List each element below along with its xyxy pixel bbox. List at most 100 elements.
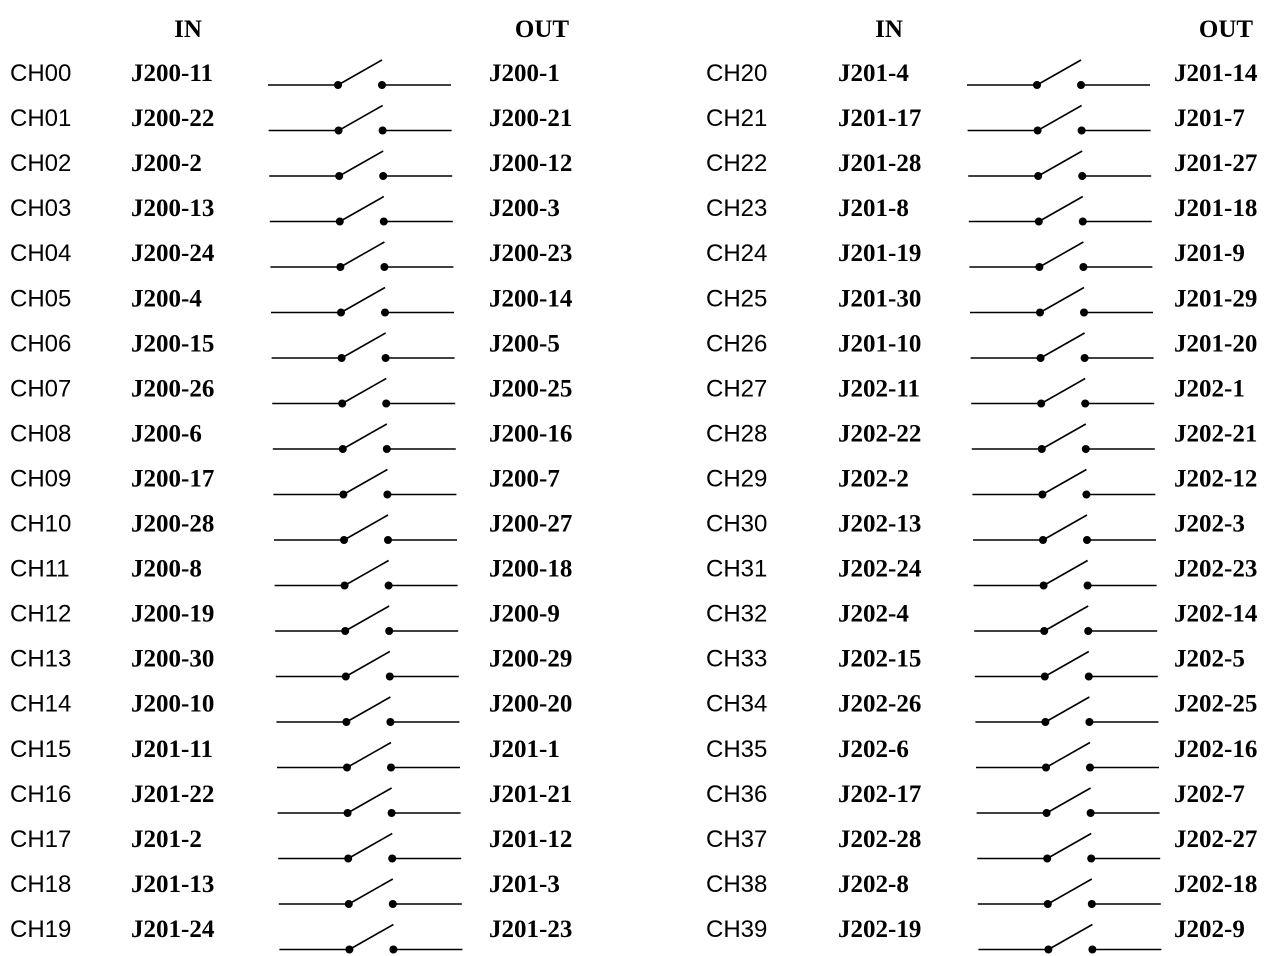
channel-label: CH03: [10, 195, 71, 222]
in-pin-label: J201-13: [131, 871, 214, 898]
out-header: OUT: [1199, 16, 1254, 43]
channel-row: CH05 J200-4 J200-14: [10, 285, 573, 317]
out-pin-label: J201-7: [1174, 105, 1245, 132]
switch-symbol: [969, 241, 1153, 271]
channel-label: CH04: [10, 240, 71, 267]
switch-symbol: [276, 696, 460, 726]
channel-row: CH29 J202-2 J202-12: [706, 465, 1257, 499]
in-pin-label: J200-19: [131, 601, 214, 628]
in-pin-label: J201-30: [838, 285, 921, 312]
in-pin-label: J200-30: [131, 646, 214, 673]
switch-symbol: [272, 423, 456, 453]
channel-label: CH17: [10, 826, 71, 853]
out-pin-label: J200-14: [489, 285, 573, 312]
in-pin-label: J202-17: [838, 781, 921, 808]
in-pin-label: J200-17: [131, 465, 214, 492]
channel-label: CH23: [706, 195, 767, 222]
out-pin-label: J200-18: [489, 556, 572, 583]
channel-label: CH06: [10, 330, 71, 357]
out-pin-label: J200-3: [489, 195, 560, 222]
channel-label: CH18: [10, 871, 71, 898]
switch-symbol: [972, 468, 1156, 499]
out-pin-label: J200-29: [489, 646, 572, 673]
out-pin-label: J200-25: [489, 375, 572, 402]
channel-label: CH14: [10, 691, 71, 718]
out-pin-label: J200-5: [489, 330, 560, 357]
switch-symbol: [279, 923, 463, 954]
in-pin-label: J201-10: [838, 330, 921, 357]
channel-row: CH30 J202-13 J202-3: [706, 511, 1245, 544]
out-pin-label: J201-3: [489, 871, 560, 898]
channel-row: CH00 J200-11 J200-1: [10, 59, 560, 89]
in-pin-label: J201-8: [838, 195, 909, 222]
out-pin-label: J201-23: [489, 916, 572, 943]
channel-row: CH38 J202-8 J202-18: [706, 871, 1257, 908]
channel-label: CH08: [10, 420, 71, 447]
channel-row: CH21 J201-17 J201-7: [706, 104, 1245, 135]
out-pin-label: J201-1: [489, 736, 560, 763]
channel-label: CH05: [10, 285, 71, 312]
in-pin-label: J202-2: [838, 465, 909, 492]
channel-label: CH30: [706, 511, 767, 538]
switch-symbol: [967, 104, 1151, 135]
out-pin-label: J202-12: [1174, 465, 1257, 492]
out-pin-label: J200-23: [489, 240, 572, 267]
out-pin-label: J202-21: [1174, 420, 1257, 447]
in-pin-label: J200-28: [131, 511, 214, 538]
switch-symbol: [973, 559, 1157, 590]
in-pin-label: J200-15: [131, 330, 214, 357]
channel-label: CH36: [706, 781, 767, 808]
channel-row: CH22 J201-28 J201-27: [706, 150, 1257, 180]
in-pin-label: J200-8: [131, 556, 202, 583]
channel-row: CH01 J200-22 J200-21: [10, 104, 572, 135]
channel-label: CH33: [706, 646, 767, 673]
in-pin-label: J200-2: [131, 150, 202, 177]
out-pin-label: J200-12: [489, 150, 572, 177]
channel-label: CH34: [706, 691, 767, 718]
in-pin-label: J201-22: [131, 781, 214, 808]
channel-label: CH27: [706, 375, 767, 402]
in-pin-label: J201-17: [838, 105, 921, 132]
switch-symbol: [976, 741, 1159, 772]
channel-row: CH13 J200-30 J200-29: [10, 646, 572, 681]
in-pin-label: J202-28: [838, 826, 921, 853]
channel-label: CH29: [706, 465, 767, 492]
in-pin-label: J201-24: [131, 916, 215, 943]
out-pin-label: J202-14: [1174, 601, 1258, 628]
channel-row: CH16 J201-22 J201-21: [10, 781, 572, 817]
channel-row: CH23 J201-8 J201-18: [706, 195, 1257, 226]
switch-symbol: [968, 195, 1152, 226]
channel-row: CH37 J202-28 J202-27: [706, 826, 1257, 863]
switch-symbol: [978, 923, 1162, 954]
channel-row: CH12 J200-19 J200-9: [10, 601, 560, 635]
channel-label: CH26: [706, 330, 767, 357]
channel-row: CH35 J202-6 J202-16: [706, 736, 1257, 772]
out-pin-label: J202-9: [1174, 916, 1245, 943]
switch-symbol: [275, 605, 459, 635]
out-pin-label: J200-16: [489, 420, 572, 447]
channel-row: CH24 J201-19 J201-9: [706, 240, 1245, 271]
switch-symbol: [271, 332, 455, 362]
channel-row: CH14 J200-10 J200-20: [10, 691, 572, 726]
switch-symbol: [967, 59, 1150, 89]
in-pin-label: J200-22: [131, 105, 214, 132]
channel-label: CH07: [10, 375, 71, 402]
out-pin-label: J201-27: [1174, 150, 1257, 177]
channel-label: CH22: [706, 150, 767, 177]
in-header: IN: [875, 16, 903, 43]
switch-symbol: [973, 514, 1156, 544]
in-pin-label: J201-2: [131, 826, 202, 853]
channel-row: CH08 J200-6 J200-16: [10, 420, 572, 453]
switch-symbol: [968, 150, 1152, 180]
out-pin-label: J202-27: [1174, 826, 1257, 853]
out-pin-label: J201-21: [489, 781, 572, 808]
channel-label: CH35: [706, 736, 767, 763]
channel-row: CH18 J201-13 J201-3: [10, 871, 560, 908]
channel-row: CH11 J200-8 J200-18: [10, 556, 572, 590]
channel-block-0: IN OUT CH00 J200-11 J200-1 CH01 J200-22 J200-21…: [10, 16, 573, 954]
switch-symbol: [274, 559, 458, 590]
channel-row: CH03 J200-13 J200-3: [10, 195, 560, 226]
out-pin-label: J201-20: [1174, 330, 1257, 357]
channel-row: CH17 J201-2 J201-12: [10, 826, 572, 863]
channel-row: CH31 J202-24 J202-23: [706, 556, 1257, 590]
